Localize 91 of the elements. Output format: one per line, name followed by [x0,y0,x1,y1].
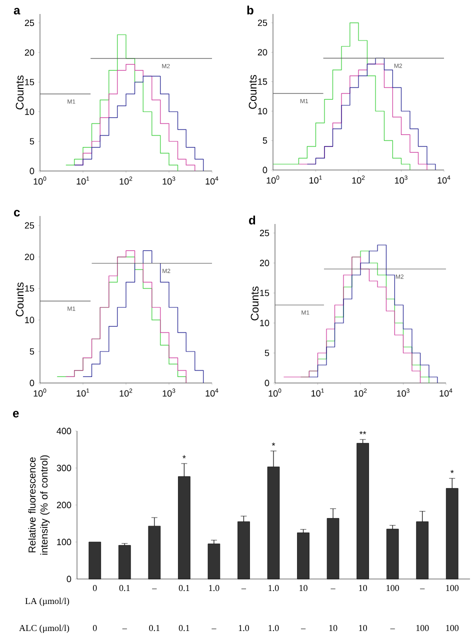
y-axis-title: Relative fluorescence intensity (% of control) [28,455,50,555]
y-tick-label: 15 [258,78,268,85]
y-tick-label: 400 [56,428,72,434]
y-tick-label: 25 [24,222,34,229]
x-tick-label: 100 [386,585,399,592]
x-tick-label: 10$^{4}$ [206,388,218,397]
y-tick-label: 10 [260,320,270,326]
x-tick-label: 100 [446,585,459,592]
x-tick-label: 10$^{1}$ [312,388,324,397]
x-tick-label: 0.1 [119,585,130,592]
text: 1.0 [238,625,250,632]
x-tick-label: 10$^{1}$ [310,176,322,184]
x-tick-label: 10$^{4}$ [206,176,218,185]
x-tick-label: 10$^{3}$ [162,176,176,185]
x-tick-label: 0 [92,585,97,592]
y-tick-label: 25 [24,20,34,26]
x-tick-label: 10$^{1}$ [76,176,90,185]
chart-title: c [14,210,20,216]
y-tick-label: 0 [262,166,268,174]
y-tick-label: 5 [30,138,34,145]
y-axis-title: Counts [248,74,257,109]
y-tick-label: 0 [30,168,34,174]
chart-title: a [14,8,20,14]
data-label: ** [359,431,366,434]
data-label: * [272,442,276,446]
x-tick-label: – [241,588,246,590]
y-tick-label: 10 [25,108,34,115]
data-label: * [450,470,454,474]
x-tick-label: 10$^{0}$ [268,388,282,397]
y-tick-label: 10 [258,108,268,114]
text: ALC (µmol/l) [19,624,70,633]
chart-title: e [13,410,19,418]
x-tick-label: 0.1 [178,585,190,592]
x-axis-title: LA (µmol/l) [25,598,70,606]
chart-title: b [247,6,254,14]
text: 10 [359,625,367,632]
x-tick-label: 10$^{3}$ [395,176,408,184]
y-tick-label: 5 [30,348,34,355]
text: 100 [416,625,429,632]
text: 0.1 [178,625,190,632]
y-tick-label: 5 [262,137,268,144]
y-axis-title: Counts [250,286,259,320]
y-tick-label: 20 [24,49,34,56]
x-tick-label: 10$^{0}$ [266,176,280,184]
x-tick-label: 10$^{2}$ [352,176,365,184]
chart-title: d [249,216,256,224]
y-tick-label: 10 [25,316,34,324]
x-tick-label: – [330,588,336,590]
text: 0 [92,625,97,632]
y-tick-label: 25 [258,20,268,26]
y-tick-label: 20 [258,49,268,56]
text: – [212,628,216,630]
x-tick-label: 10$^{4}$ [440,388,452,397]
y-tick-label: 100 [57,538,72,546]
x-tick-label: 10 [359,585,367,592]
y-tick-label: 0 [30,380,34,386]
text: – [390,628,395,630]
text: – [122,628,127,630]
x-tick-label: 10$^{2}$ [354,388,367,397]
y-axis-title: Counts [16,75,24,110]
x-tick-label: – [420,588,425,590]
y-tick-label: 15 [25,78,34,86]
x-tick-label: 10$^{0}$ [34,176,46,185]
text: 100 [446,625,459,632]
y-tick-label: 200 [56,502,72,508]
x-tick-label: 1.0 [209,585,220,592]
text: – [300,628,306,630]
text: 0.1 [149,625,160,632]
x-tick-label: 10$^{2}$ [120,176,132,185]
y-tick-label: 5 [264,350,270,356]
y-tick-label: 0 [66,576,72,582]
y-tick-label: 15 [25,285,34,292]
y-tick-label: 25 [260,230,270,236]
y-tick-label: 15 [260,290,270,296]
y-tick-label: 20 [260,260,270,266]
x-tick-label: 1.0 [268,585,279,592]
x-tick-label: – [152,588,157,590]
x-tick-label: 10$^{0}$ [34,388,46,397]
text: 1.0 [268,625,279,632]
x-tick-label: 10$^{3}$ [397,388,410,397]
x-tick-label: 10 [300,585,308,592]
y-axis-title: Counts [16,282,24,316]
x-tick-label: 10$^{1}$ [76,388,90,397]
x-tick-label: 10$^{2}$ [120,388,132,397]
y-tick-label: 300 [56,464,72,472]
data-label: * [182,455,186,458]
y-tick-label: 20 [24,254,34,260]
x-tick-label: 10$^{3}$ [162,388,176,397]
text: 10 [329,625,338,632]
y-tick-label: 0 [264,380,270,386]
x-tick-label: 10$^{4}$ [438,176,450,184]
